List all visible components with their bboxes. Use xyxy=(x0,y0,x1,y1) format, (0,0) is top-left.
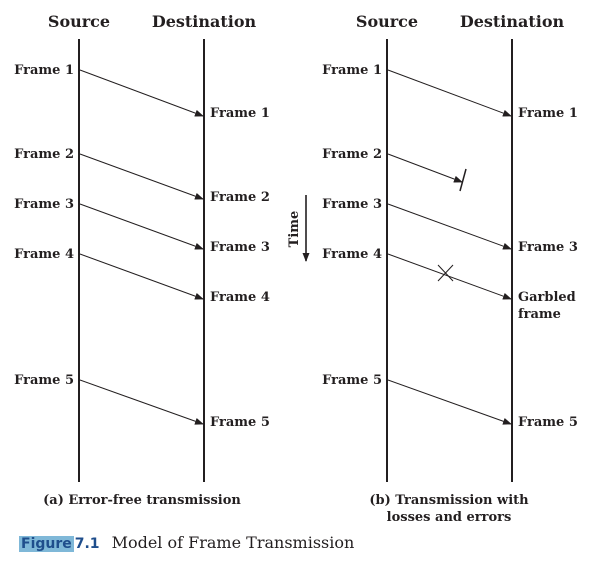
panel-b-sent-frame-4: Frame 4 xyxy=(322,247,382,262)
panel-a-caption: (a) Error-free transmission xyxy=(43,493,241,508)
panel-b-garbled-frame-arrow xyxy=(387,253,512,300)
panel-a-transmission-arrow-3 xyxy=(79,203,204,250)
panel-a-transmission-arrow-4 xyxy=(79,253,204,300)
panel-b-sent-frame-3: Frame 3 xyxy=(322,197,382,212)
panel-a: Source Destination Frame 1 Frame 2 Frame… xyxy=(14,12,270,508)
panel-a-transmission-arrow-5 xyxy=(79,379,204,425)
panel-b-transmission-arrow-3 xyxy=(387,203,512,250)
panel-b-received-frame-1: Frame 1 xyxy=(518,106,578,121)
panel-b-lost-frame-arrow xyxy=(387,153,463,183)
time-label: Time xyxy=(287,211,302,248)
panel-a-received-frame-1: Frame 1 xyxy=(210,106,270,121)
panel-b-destination-header: Destination xyxy=(460,12,565,31)
figure-caption: Figure 7.1 Model of Frame Transmission xyxy=(19,533,354,552)
panel-b-sent-frame-1: Frame 1 xyxy=(322,63,382,78)
figure-word: Figure xyxy=(19,536,74,552)
figure-title: Model of Frame Transmission xyxy=(111,533,355,552)
panel-b-received-frame-3: Frame 3 xyxy=(518,240,578,255)
panel-b-error-cross-icon xyxy=(437,264,454,282)
panel-a-sent-frame-5: Frame 5 xyxy=(14,373,74,388)
time-indicator: Time xyxy=(287,195,310,262)
panel-b-garbled-label-line1: Garbled xyxy=(518,290,576,305)
panel-a-source-header: Source xyxy=(48,12,110,31)
panel-b: Source Destination Frame 1 Frame 2 Frame… xyxy=(322,12,578,525)
panel-a-sent-frame-2: Frame 2 xyxy=(14,147,74,162)
panel-a-sent-frame-4: Frame 4 xyxy=(14,247,74,262)
panel-a-sent-frame-1: Frame 1 xyxy=(14,63,74,78)
panel-b-transmission-arrow-1 xyxy=(387,69,512,117)
panel-b-garbled-label-line2: frame xyxy=(518,307,561,322)
panel-a-sent-frame-3: Frame 3 xyxy=(14,197,74,212)
panel-b-loss-bar-icon xyxy=(459,168,467,192)
panel-a-received-frame-3: Frame 3 xyxy=(210,240,270,255)
panel-a-transmission-arrow-1 xyxy=(79,69,204,117)
panel-b-source-header: Source xyxy=(356,12,418,31)
panel-b-caption-line1: (b) Transmission with xyxy=(369,493,529,508)
panel-b-sent-frame-5: Frame 5 xyxy=(322,373,382,388)
panel-a-destination-header: Destination xyxy=(152,12,257,31)
panel-b-sent-frame-2: Frame 2 xyxy=(322,147,382,162)
panel-b-transmission-arrow-5 xyxy=(387,379,512,425)
panel-a-received-frame-5: Frame 5 xyxy=(210,415,270,430)
panel-a-transmission-arrow-2 xyxy=(79,153,204,200)
figure-label: Figure 7.1 xyxy=(19,536,100,552)
panel-b-caption-line2: losses and errors xyxy=(387,510,512,525)
figure-number: 7.1 xyxy=(74,536,100,552)
panel-b-received-frame-5: Frame 5 xyxy=(518,415,578,430)
panel-a-received-frame-2: Frame 2 xyxy=(210,190,270,205)
panel-a-received-frame-4: Frame 4 xyxy=(210,290,270,305)
